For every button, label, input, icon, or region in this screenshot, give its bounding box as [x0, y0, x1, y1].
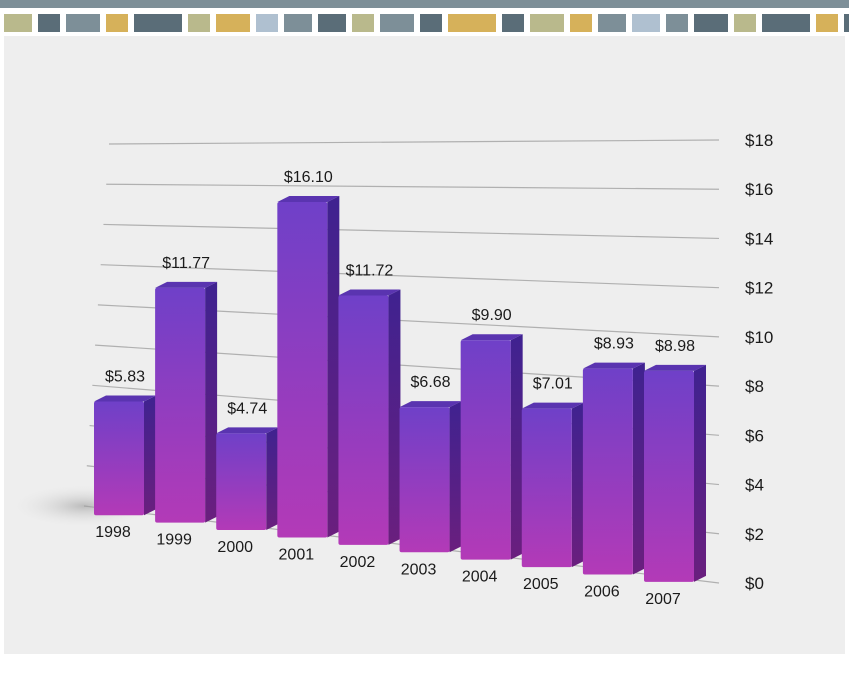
band-block: [762, 14, 810, 32]
category-label: 1998: [95, 524, 131, 541]
band-block: [734, 14, 756, 32]
band-block: [256, 14, 278, 32]
bar-2000: [216, 427, 279, 531]
band-block: [216, 14, 250, 32]
grid-line: [108, 139, 720, 145]
bar-1998: [94, 395, 156, 516]
data-labels: $5.83 $11.77 $4.74 $16.10 $11.72 $6.68 $9.90 $7…: [105, 169, 695, 417]
band-block: [318, 14, 346, 32]
band-block: [448, 14, 496, 32]
bar-2001: [277, 196, 340, 538]
category-label: 2004: [462, 569, 498, 586]
bar-2005: [521, 402, 584, 568]
category-label: 2003: [401, 561, 437, 578]
value-label: $8.93: [594, 336, 634, 353]
value-label: $8.98: [655, 338, 695, 355]
band-block: [530, 14, 564, 32]
y-tick-label: $4: [745, 476, 764, 495]
bar-2007: [644, 364, 706, 582]
band-block: [666, 14, 688, 32]
category-label: 1999: [156, 532, 192, 549]
bar-1999: [155, 281, 218, 523]
band-block: [4, 14, 32, 32]
y-tick-label: $10: [745, 328, 773, 347]
y-tick-label: $12: [745, 279, 773, 298]
band-block: [188, 14, 210, 32]
decorative-color-band: [0, 0, 849, 32]
band-block: [844, 14, 849, 32]
bar-2006: [582, 362, 645, 575]
band-block: [106, 14, 128, 32]
band-block: [66, 14, 100, 32]
band-block: [284, 14, 312, 32]
band-block: [632, 14, 660, 32]
category-labels: 1998 1999 2000 2001 2002 2003 2004 2005 2006 2007: [95, 524, 681, 608]
y-tick-label: $8: [745, 377, 764, 396]
band-block: [694, 14, 728, 32]
grid-line: [106, 183, 720, 190]
band-block: [134, 14, 182, 32]
value-label: $11.77: [162, 255, 210, 272]
value-label: $4.74: [227, 400, 267, 417]
value-label: $7.01: [533, 376, 573, 393]
y-tick-label: $0: [745, 574, 764, 593]
category-label: 2000: [217, 539, 253, 556]
y-tick-label: $16: [745, 180, 773, 199]
bar-2003: [399, 401, 462, 553]
y-tick-label: $2: [745, 525, 764, 544]
value-label: $9.90: [472, 307, 512, 324]
band-block: [380, 14, 414, 32]
category-label: 2005: [523, 576, 559, 593]
y-tick-label: $18: [745, 131, 773, 150]
band-block: [420, 14, 442, 32]
y-axis-tick-labels: $0 $2 $4 $6 $8 $10 $12 $14 $16 $18: [745, 131, 773, 593]
bars: [94, 196, 706, 582]
band-block: [502, 14, 524, 32]
band-block: [38, 14, 60, 32]
value-label: $16.10: [284, 169, 333, 186]
value-label: $6.68: [411, 374, 451, 391]
category-label: 2002: [340, 554, 376, 571]
chart-panel: $5.83 $11.77 $4.74 $16.10 $11.72 $6.68 $9.90 $7…: [4, 36, 845, 654]
band-block: [816, 14, 838, 32]
bar-2002: [338, 289, 401, 545]
category-label: 2001: [279, 546, 315, 563]
category-label: 2007: [645, 591, 681, 608]
category-label: 2006: [584, 583, 620, 600]
value-label: $11.72: [346, 262, 394, 279]
band-top-strip: [0, 0, 849, 8]
band-block: [598, 14, 626, 32]
value-label: $5.83: [105, 369, 145, 386]
band-block: [352, 14, 374, 32]
band-block: [570, 14, 592, 32]
y-tick-label: $6: [745, 426, 764, 445]
bar-chart: $5.83 $11.77 $4.74 $16.10 $11.72 $6.68 $9.90 $7…: [9, 131, 773, 608]
y-tick-label: $14: [745, 229, 773, 248]
grid-line: [103, 223, 720, 240]
bar-2004: [460, 334, 523, 560]
grid-line: [100, 264, 720, 289]
